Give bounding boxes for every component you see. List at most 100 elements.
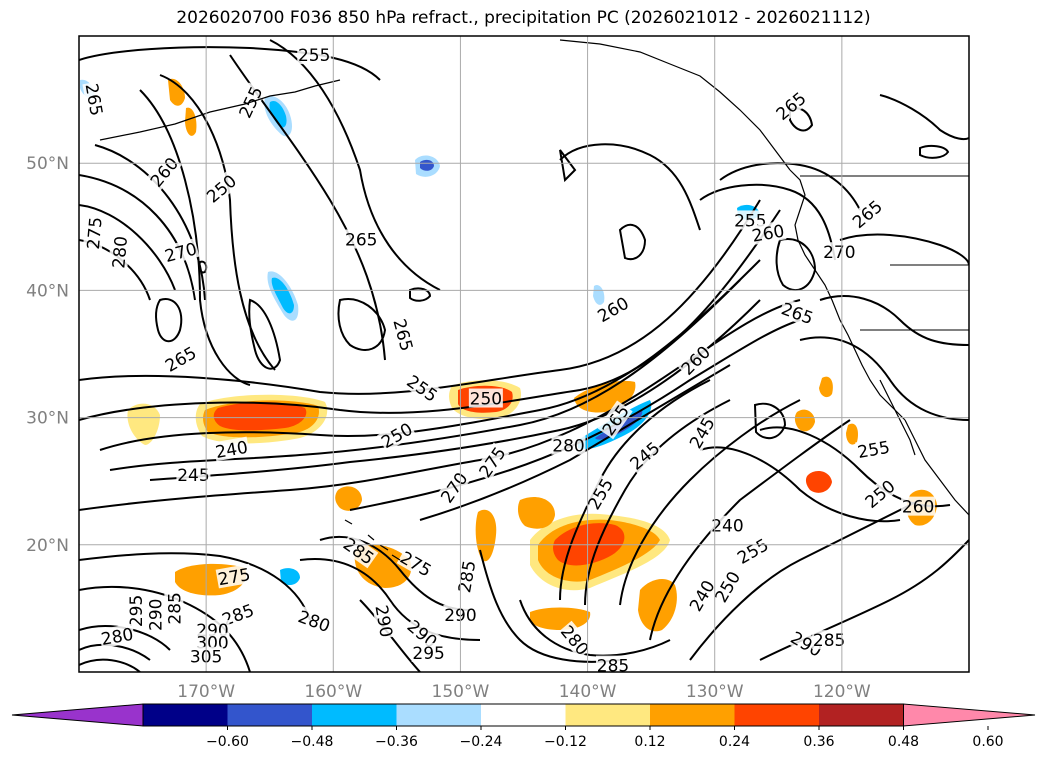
contour-line [109,279,741,471]
shade-orange-25n-157w [335,486,362,511]
contour-line [479,549,621,663]
contour-line [699,446,901,523]
contour-line [559,149,577,183]
svg-text:245: 245 [177,466,209,486]
contour-line [269,39,441,291]
shade-blue-41n-161w-inner [271,277,294,314]
svg-text:285: 285 [165,592,185,624]
contour-line [584,399,731,606]
shade-orange-54n-168w [185,107,197,136]
shade-orange-32n-121w [819,376,833,398]
contour-line [79,46,381,81]
colorbar-tick-label: 0.24 [719,734,750,750]
contour-line [775,238,817,291]
svg-text:295: 295 [412,644,444,664]
contour-label: 240 [710,515,745,537]
contour-label: 285 [164,591,185,626]
lat-label: 50°N [26,154,69,174]
colorbar-frame [142,703,904,727]
shade-orange-56n-170w [168,78,185,106]
svg-text:260: 260 [902,498,934,518]
contour-line [559,143,701,231]
contour-label: 275 [82,215,107,251]
lon-label: 140°W [559,682,617,702]
colorbar-tick-label: 0.12 [634,734,665,750]
longitude-labels: 170°W 160°W 150°W 140°W 130°W 120°W [177,682,871,702]
colorbar-extend-low [11,703,144,727]
colorbar-tick-label: 0.48 [888,734,919,750]
contour-label: 260 [749,220,787,247]
contour-line [689,499,921,661]
contour-line [79,585,251,672]
alaska-south-coast [559,39,791,171]
contour-line [619,399,801,606]
colorbar-swatch [143,704,228,726]
shade-orange-28n-119w [846,423,858,445]
contour-line [519,599,671,657]
map-border [78,35,970,673]
contour-label: 295 [126,593,147,628]
lon-label: 170°W [177,682,235,702]
contour-line [99,259,761,451]
colorbar-swatch [819,704,904,726]
lon-label: 120°W [813,682,871,702]
contour-line [349,319,801,511]
contour-label: 255 [297,45,332,66]
shade-red-30n-165w [213,402,307,431]
colorbar-extend-high [903,703,1036,727]
svg-text:285: 285 [813,631,845,651]
bc-coast [789,169,906,421]
contour-label: 240 [213,436,250,463]
colorbar-tick-label: 0.36 [803,734,834,750]
colorbar-swatch [227,704,312,726]
contour-line [819,295,969,346]
colorbar: −0.60 −0.48 −0.36 −0.24 −0.12 0.12 0.24 0.36 0.4… [11,703,1036,750]
svg-text:255: 255 [298,46,330,66]
contour-label: 290 [145,597,166,632]
contour-line [419,364,731,521]
colorbar-swatch [734,704,819,726]
svg-text:280: 280 [552,437,584,457]
contour-line [879,94,969,140]
contour-line [409,287,432,302]
colorbar-tick-label: −0.12 [544,734,587,750]
contour-label: 265 [344,229,379,251]
contour-label: 280 [551,435,586,457]
contour-label: 295 [411,642,446,664]
colorbar-tick-label: −0.60 [206,734,249,750]
contour-label: 260 [901,496,936,518]
lat-label: 30°N [26,409,69,429]
coastlines [99,39,969,561]
contour-line [79,204,176,291]
contour-line [649,419,851,641]
colorbar-swatch [481,704,566,726]
contour-line [337,298,387,351]
contour-line [79,199,761,395]
contour-line [618,223,647,260]
gridlines [79,36,969,672]
shade-red-20n-140w [553,523,625,566]
svg-text:280: 280 [109,235,132,269]
svg-text:290: 290 [146,599,166,631]
latitude-labels: 50°N 40°N 30°N 20°N [26,154,69,556]
svg-text:275: 275 [84,216,107,250]
contour-label: 270 [822,242,857,263]
contour-label: 245 [176,464,211,486]
lat-label: 20°N [26,536,69,556]
contour-label: 285 [812,630,847,651]
lon-label: 150°W [432,682,490,702]
contour-line [79,658,141,672]
contour-line [198,260,208,274]
colorbar-tick-label: −0.36 [375,734,418,750]
contour-line [248,298,282,370]
shade-orange-24n-144w [517,496,555,529]
colorbar-tick-label: −0.48 [291,734,334,750]
shade-blue-19n-161w [280,568,300,586]
contour-line [699,183,836,261]
map-title: 2026020700 F036 850 hPa refract., precip… [176,8,871,28]
alaska-aleutian-coast [99,79,341,141]
shade-orange-30n-172w [127,403,160,445]
hawaii-islands [344,519,401,561]
shade-orange-29n-123w [794,409,815,432]
